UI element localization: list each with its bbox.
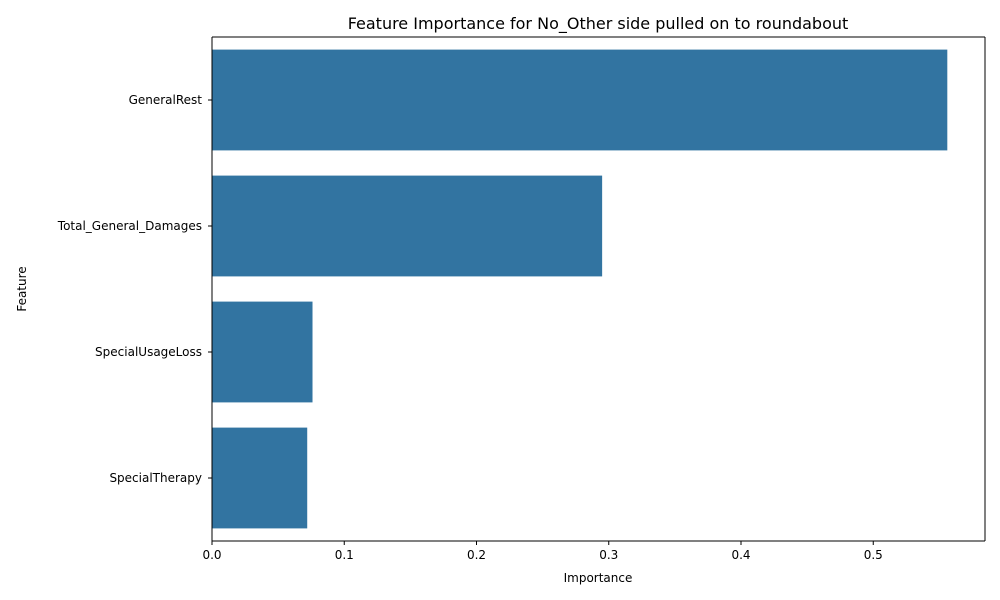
- bars-layer: [212, 49, 948, 529]
- x-axis-ticks: 0.0 0.1 0.2 0.3 0.4 0.5: [202, 541, 883, 562]
- x-tick-label: 0.2: [467, 548, 486, 562]
- bar-GeneralRest: [212, 49, 948, 151]
- x-tick-label: 0.1: [335, 548, 354, 562]
- x-tick-label: 0.0: [202, 548, 221, 562]
- chart-title: Feature Importance for No_Other side pul…: [348, 14, 849, 34]
- x-tick-label: 0.4: [731, 548, 750, 562]
- y-tick-label: SpecialUsageLoss: [95, 345, 202, 359]
- y-tick-label: SpecialTherapy: [109, 471, 202, 485]
- bar-SpecialUsageLoss: [212, 301, 313, 403]
- bar-SpecialTherapy: [212, 427, 308, 529]
- x-tick-label: 0.3: [599, 548, 618, 562]
- x-tick-label: 0.5: [864, 548, 883, 562]
- y-axis-ticks: GeneralRest Total_General_Damages SpecialU…: [57, 93, 212, 485]
- y-tick-label: GeneralRest: [129, 93, 203, 107]
- y-axis-title: Feature: [15, 266, 29, 311]
- y-tick-label: Total_General_Damages: [57, 219, 202, 233]
- bar-Total_General_Damages: [212, 175, 603, 277]
- x-axis-title: Importance: [564, 571, 633, 585]
